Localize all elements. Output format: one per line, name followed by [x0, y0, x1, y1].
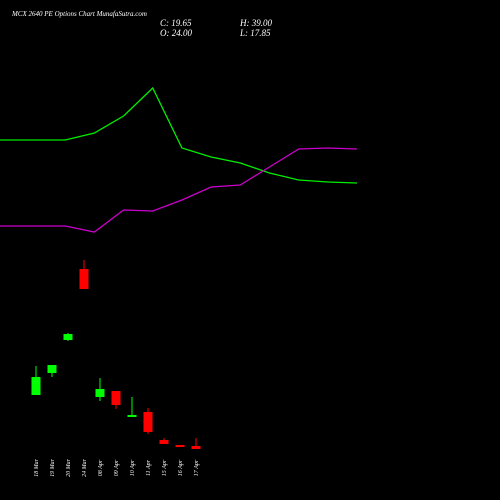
x-tick-label: 11 Apr [146, 459, 152, 476]
x-tick-label: 08 Apr [98, 459, 104, 476]
x-tick-label: 15 Apr [162, 459, 168, 476]
x-tick-label: 10 Apr [130, 459, 136, 476]
candle-body [79, 269, 89, 289]
info-low: L: 17.85 [239, 28, 271, 38]
candle-body [159, 440, 169, 444]
x-tick-label: 20 Mar [66, 458, 72, 476]
x-tick-label: 09 Apr [114, 459, 120, 476]
x-tick-label: 19 Mar [50, 458, 56, 476]
indicator-line [0, 86, 358, 184]
x-tick-label: 17 Apr [194, 459, 200, 476]
chart-title: MCX 2640 PE Options Chart MunafaSutra.co… [11, 10, 147, 18]
x-tick-label: 24 Mar [81, 458, 88, 476]
info-close: C: 19.65 [160, 18, 192, 28]
x-tick-label: 16 Apr [178, 459, 184, 476]
candle-body [191, 446, 201, 449]
candle-body [63, 334, 73, 340]
info-high: H: 39.00 [239, 18, 272, 28]
candle-body [31, 377, 41, 395]
candle-body [143, 412, 153, 432]
candle-body [111, 391, 121, 405]
x-tick-label: 18 Mar [34, 458, 40, 476]
candle-body [95, 389, 105, 397]
candle-body [47, 365, 57, 373]
indicator-line [0, 147, 358, 233]
info-open: O: 24.00 [160, 28, 192, 38]
candle-body [175, 445, 185, 447]
candle-body [127, 415, 137, 417]
